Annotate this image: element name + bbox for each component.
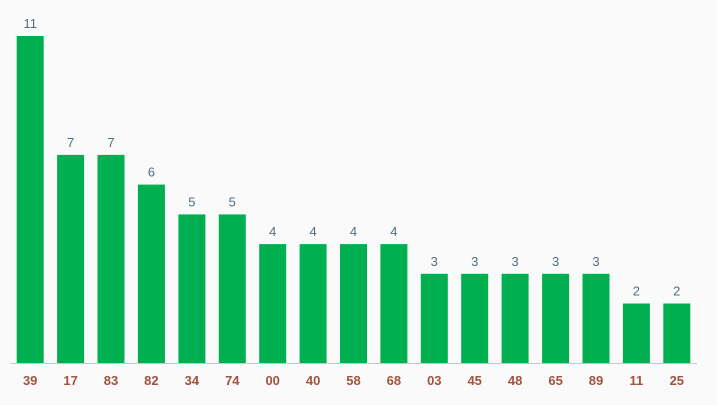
bar-value-label: 5: [229, 194, 236, 209]
category-label: 11: [630, 373, 644, 388]
bar-value-label: 11: [23, 16, 37, 31]
bar-value-label: 3: [471, 254, 478, 269]
bar-00: [259, 244, 287, 363]
bar-value-label: 3: [511, 254, 518, 269]
bar-value-label: 2: [673, 284, 680, 299]
bar-value-label: 4: [350, 224, 357, 239]
bar-value-label: 3: [552, 254, 559, 269]
value-labels-group: 11 7 7 6 5 5 4 4 4 4 3 3 3 3 3 2 2: [23, 16, 680, 299]
bar-value-label: 6: [148, 165, 155, 180]
bar-17: [57, 154, 85, 363]
bar-45: [461, 273, 489, 363]
bar-value-label: 7: [67, 135, 74, 150]
category-label: 40: [306, 373, 320, 388]
category-label: 65: [548, 373, 562, 388]
bar-74: [218, 214, 246, 363]
bar-34: [178, 214, 206, 363]
bar-89: [582, 273, 610, 363]
bar-value-label: 4: [269, 224, 276, 239]
bar-value-label: 3: [431, 254, 438, 269]
category-label: 17: [63, 373, 77, 388]
category-label: 03: [427, 373, 441, 388]
category-label: 34: [185, 373, 200, 388]
bar-65: [542, 273, 570, 363]
bar-25: [663, 303, 691, 363]
category-label: 48: [508, 373, 522, 388]
bar-03: [420, 273, 448, 363]
category-label: 39: [23, 373, 37, 388]
category-label: 68: [387, 373, 401, 388]
bar-value-label: 5: [188, 194, 195, 209]
bar-83: [97, 154, 125, 363]
category-label: 83: [104, 373, 118, 388]
category-label: 45: [467, 373, 481, 388]
category-label: 00: [265, 373, 279, 388]
category-label: 89: [589, 373, 603, 388]
bar-58: [340, 244, 367, 363]
category-labels-group: 39 17 83 82 34 74 00 40 58 68 03 45 48 65 89 11 25: [23, 373, 684, 388]
bar-value-label: 3: [592, 254, 599, 269]
bar-value-label: 4: [309, 224, 316, 239]
bars-group: [16, 36, 691, 363]
category-label: 25: [670, 373, 684, 388]
bar-39: [16, 36, 44, 363]
category-label: 58: [346, 373, 360, 388]
bar-48: [501, 273, 529, 363]
bar-value-label: 4: [390, 224, 397, 239]
bar-68: [380, 244, 408, 363]
category-label: 82: [144, 373, 158, 388]
category-label: 74: [225, 373, 240, 388]
bar-value-label: 7: [107, 135, 114, 150]
bar-value-label: 2: [633, 284, 640, 299]
bar-82: [137, 184, 165, 363]
bar-40: [299, 244, 327, 363]
bar-11: [622, 303, 650, 363]
